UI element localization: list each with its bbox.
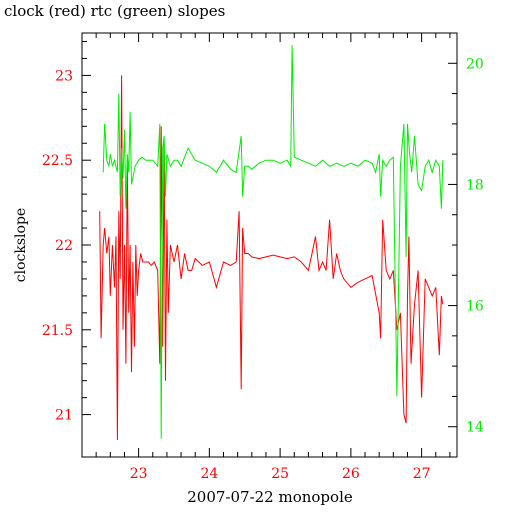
y-right-tick-label: 14	[466, 420, 484, 436]
chart-title: clock (red) rtc (green) slopes	[4, 2, 225, 20]
y-left-tick-label: 21	[55, 408, 73, 424]
y-left-tick-label: 21.5	[42, 323, 73, 339]
x-axis: 23 24 25 26 27	[81, 33, 451, 482]
x-axis-label: 2007-07-22 monopole	[187, 488, 353, 506]
plot-frame	[81, 32, 458, 458]
y-right-tick-label: 16	[466, 299, 484, 315]
y-axis-label: clockslope	[13, 208, 29, 282]
y-right-tick-label: 18	[466, 177, 484, 193]
y-left-tick-label: 22	[55, 238, 73, 254]
clock-series-line	[99, 75, 444, 441]
y-axis-right: 14 16 18 20	[448, 32, 484, 436]
y-left-tick-label: 22.5	[42, 153, 73, 169]
y-left-tick-label: 23	[55, 68, 73, 84]
x-tick-label: 25	[271, 466, 289, 482]
x-tick-label: 23	[130, 466, 148, 482]
y-right-tick-label: 20	[466, 56, 484, 72]
x-tick-label: 27	[413, 466, 431, 482]
x-tick-label: 24	[200, 466, 218, 482]
rtc-series-line	[102, 45, 444, 439]
x-tick-label: 26	[342, 466, 360, 482]
series-layer	[99, 45, 444, 441]
y-axis-left: 21 21.5 22 22.5 23	[42, 40, 91, 424]
